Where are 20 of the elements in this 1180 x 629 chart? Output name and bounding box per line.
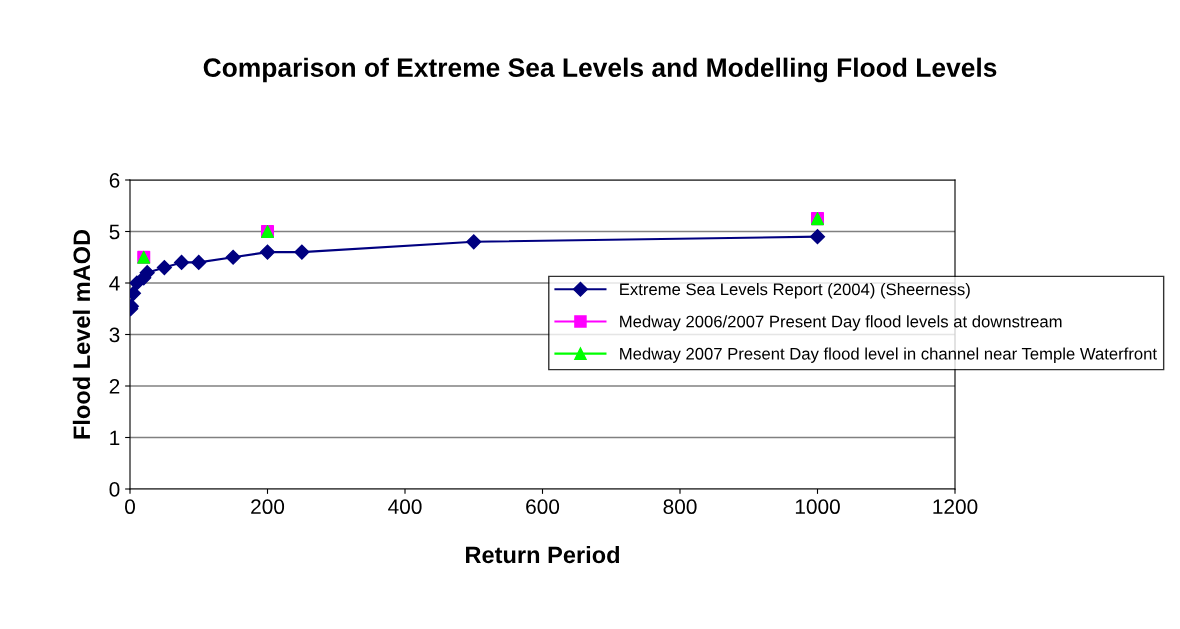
y-tick-label: 3 (109, 327, 120, 343)
x-axis-title: Return Period (466, 545, 619, 564)
legend-label: Medway 2007 Present Day flood level in channel near Temple Waterfront (620, 347, 1157, 363)
x-tick-label: 400 (388, 499, 422, 515)
y-tick-label: 2 (109, 379, 120, 394)
x-tick-label: 1000 (795, 499, 840, 515)
chart-title: Comparison of Extreme Sea Levels and Modelling Flood Levels (203, 57, 997, 83)
y-tick-label: 6 (109, 173, 120, 188)
legend-label: Medway 2006/2007 Present Day flood levels at downstream (620, 315, 1062, 331)
y-axis-title: Flood Level mAOD (72, 229, 91, 439)
x-tick-label: 200 (251, 499, 285, 515)
y-tick-label: 1 (110, 430, 120, 446)
y-tick-label: 0 (109, 482, 120, 497)
y-tick-label: 5 (109, 224, 120, 240)
legend-label: Extreme Sea Levels Report (2004) (Sheerness) (620, 283, 970, 299)
x-tick-label: 600 (526, 499, 560, 515)
x-tick-label: 0 (125, 499, 135, 515)
y-tick-label: 4 (109, 276, 120, 291)
x-tick-label: 1200 (933, 499, 978, 515)
x-tick-label: 800 (663, 499, 697, 515)
